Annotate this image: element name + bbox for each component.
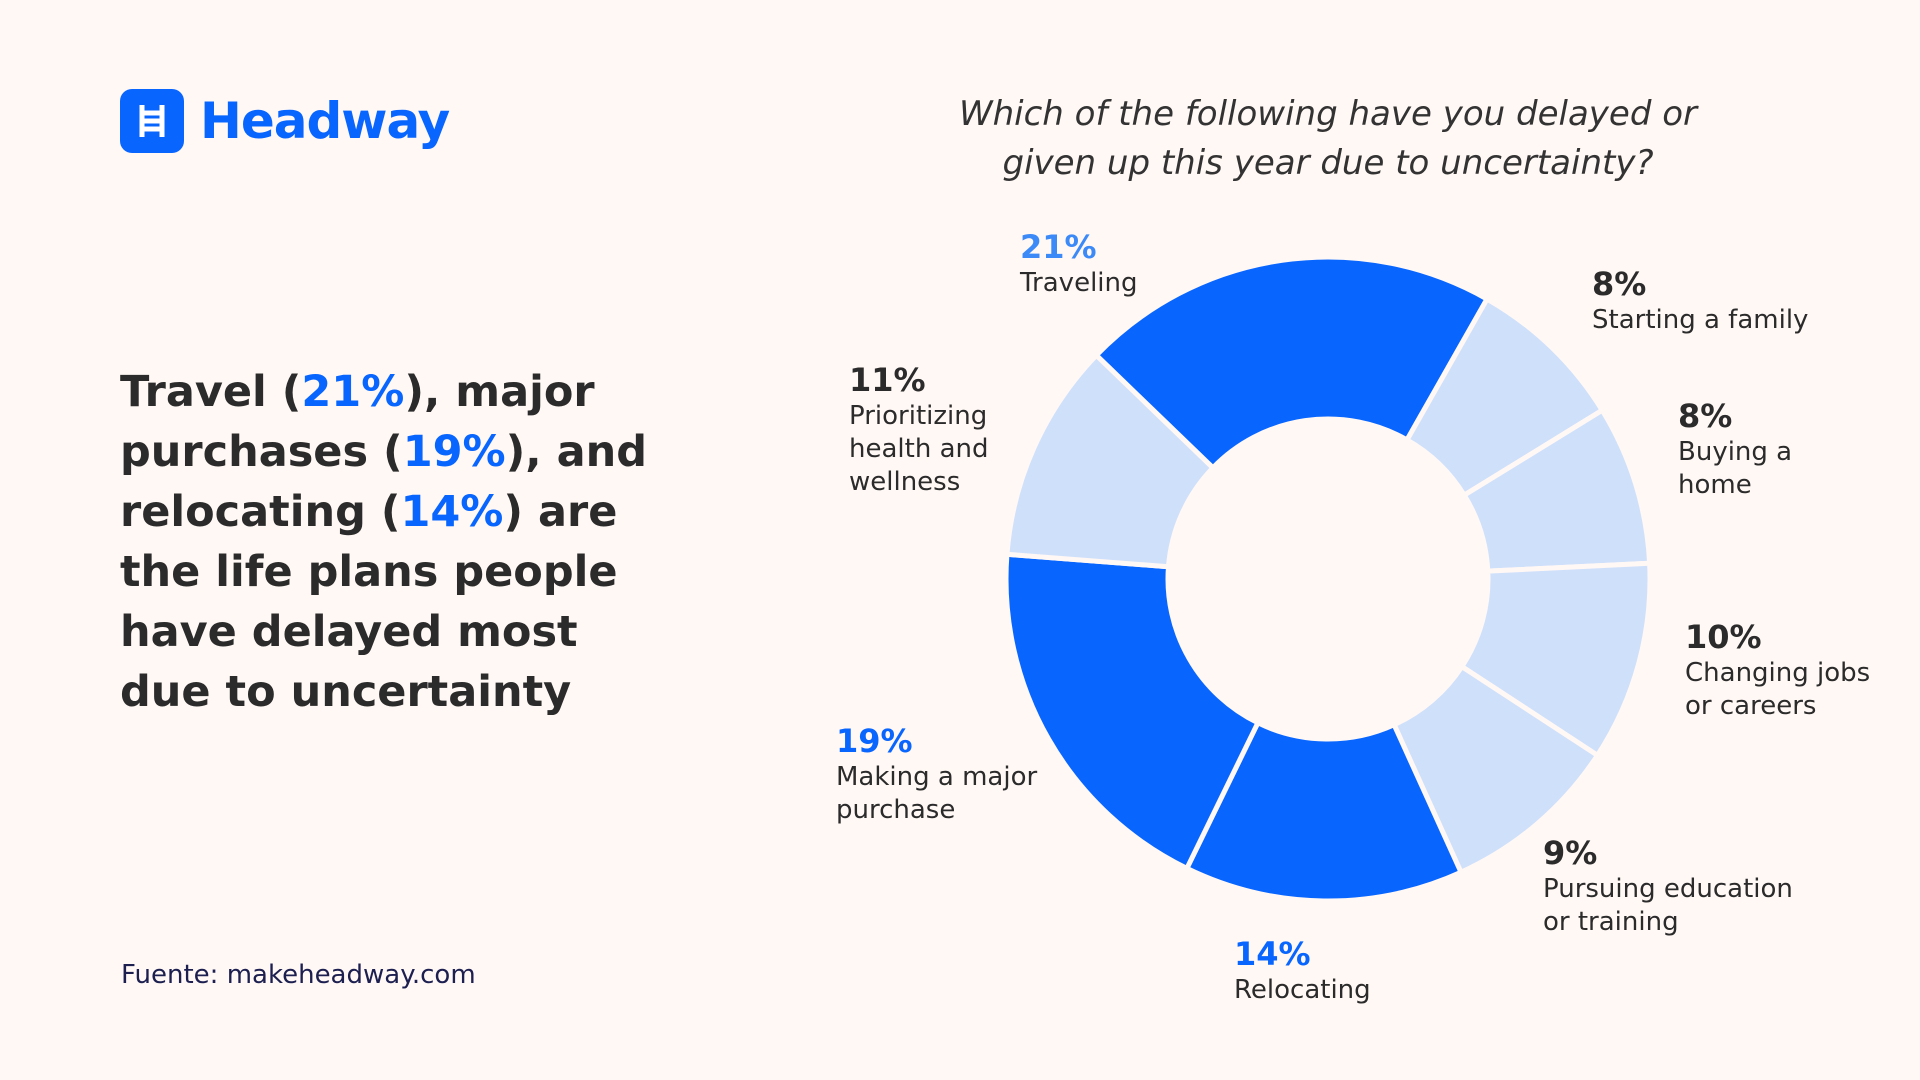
logo-glyph bbox=[139, 105, 165, 137]
category-label: Pursuing education or training bbox=[1543, 874, 1793, 937]
donut-slice bbox=[1184, 720, 1464, 904]
category-label: Changing jobs or careers bbox=[1685, 658, 1871, 721]
value-label: 8% bbox=[1678, 397, 1733, 435]
chart-title: Which of the following have you delayed … bbox=[958, 94, 1697, 183]
value-label: 10% bbox=[1685, 618, 1762, 656]
value-label: 19% bbox=[836, 722, 913, 760]
slice-label: 8% Starting a family bbox=[1592, 264, 1852, 337]
donut-slice bbox=[1093, 254, 1490, 471]
slice-label: 14% Relocating bbox=[1234, 934, 1434, 1007]
category-label: Relocating bbox=[1234, 975, 1371, 1005]
value-label: 11% bbox=[849, 361, 926, 399]
source: Fuente: makeheadway.com bbox=[121, 960, 476, 990]
headline-highlight: 19% bbox=[402, 427, 506, 477]
slice-label: 11% Prioritizing health and wellness bbox=[849, 360, 1024, 499]
category-label: Making a major purchase bbox=[836, 762, 1038, 825]
donut-slice bbox=[1003, 551, 1261, 871]
logo-icon bbox=[120, 89, 184, 153]
headline-text: ) are the life plans people have delayed… bbox=[120, 487, 618, 717]
value-label: 8% bbox=[1592, 265, 1647, 303]
headline-text: ), and relocating ( bbox=[120, 427, 648, 537]
donut-slice bbox=[1004, 352, 1216, 570]
value-label: 21% bbox=[1020, 228, 1097, 266]
headline: Travel (21%), major purchases (19%), and… bbox=[120, 362, 680, 722]
slice-label: 19% Making a major purchase bbox=[836, 721, 1051, 827]
category-label: Buying a home bbox=[1678, 437, 1793, 500]
headline-highlight: 14% bbox=[400, 487, 504, 537]
slice-label: 10% Changing jobs or careers bbox=[1685, 617, 1895, 723]
headline-highlight: 21% bbox=[301, 367, 405, 417]
slice-label: 9% Pursuing education or training bbox=[1543, 833, 1813, 939]
category-label: Prioritizing health and wellness bbox=[849, 401, 989, 497]
category-label: Starting a family bbox=[1592, 305, 1809, 335]
slice-label: 21% Traveling bbox=[1020, 227, 1220, 300]
headline-text: Travel ( bbox=[120, 367, 302, 417]
slice-label: 8% Buying a home bbox=[1678, 396, 1818, 502]
value-label: 9% bbox=[1543, 834, 1598, 872]
value-label: 14% bbox=[1234, 935, 1311, 973]
headline-text: ), major purchases ( bbox=[120, 367, 595, 477]
logo-text: Headway bbox=[200, 92, 450, 150]
category-label: Traveling bbox=[1020, 268, 1138, 298]
